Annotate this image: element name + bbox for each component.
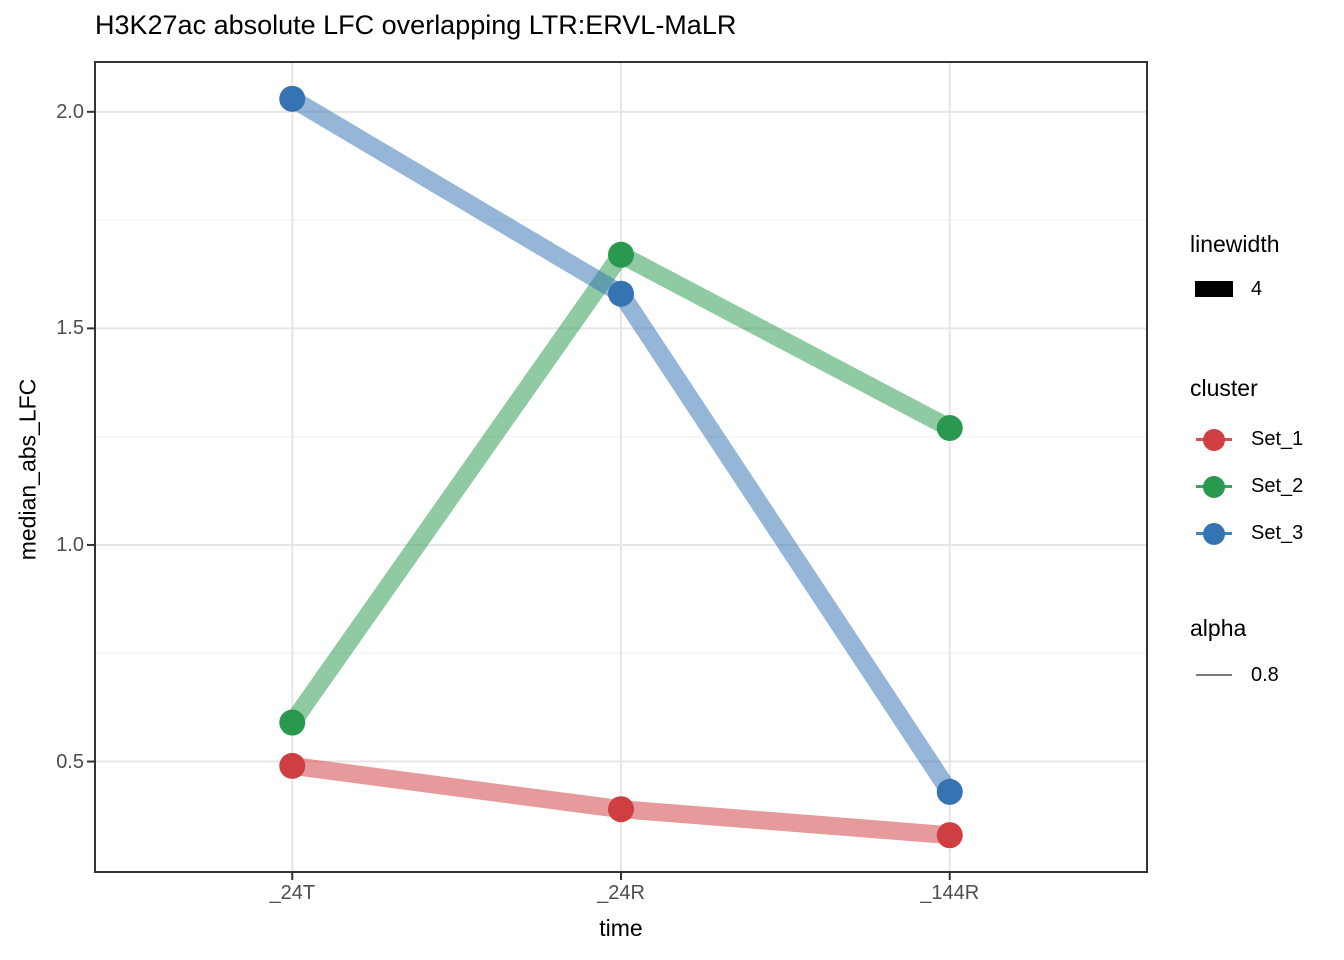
legend-key-point-icon	[1203, 475, 1225, 498]
alpha-key	[1194, 674, 1234, 676]
data-point-set_2-_24T	[279, 709, 306, 736]
data-point-set_3-_144R	[936, 778, 963, 805]
legend-item-alpha: 0.8	[1190, 658, 1340, 692]
legend-label-linewidth: 4	[1251, 277, 1263, 300]
data-point-set_3-_24T	[279, 85, 306, 112]
legend-cluster-items: Set_1 Set_2 Set_3	[1190, 416, 1340, 557]
legend-key-point-icon	[1203, 428, 1225, 451]
data-point-set_2-_144R	[936, 415, 963, 442]
legend-key-set_3	[1194, 522, 1234, 545]
legend: linewidth 4 cluster Set_1 Set_2 Set_3 alph…	[1190, 230, 1340, 692]
alpha-line-icon	[1196, 674, 1232, 676]
legend-item-set_1: Set_1	[1190, 416, 1340, 463]
legend-title-linewidth: linewidth	[1190, 231, 1280, 257]
legend-item-set_3: Set_3	[1190, 510, 1340, 557]
data-point-set_3-_24R	[608, 280, 634, 307]
data-point-set_1-_144R	[936, 822, 963, 849]
chart-title: H3K27ac absolute LFC overlapping LTR:ERV…	[95, 10, 737, 40]
data-point-set_1-_24T	[279, 752, 306, 779]
linewidth-swatch-icon	[1195, 281, 1233, 297]
panel-border	[94, 61, 1148, 873]
y-axis-title: median_abs_LFC	[14, 378, 41, 561]
legend-title-alpha: alpha	[1190, 615, 1247, 641]
legend-item-linewidth: 4	[1190, 272, 1340, 306]
linewidth-key	[1194, 281, 1234, 297]
data-point-set_1-_24R	[608, 796, 634, 823]
data-point-set_2-_24R	[608, 241, 634, 268]
legend-key-set_2	[1194, 475, 1234, 498]
legend-label-set_1: Set_1	[1251, 428, 1304, 450]
legend-key-set_1	[1194, 428, 1234, 451]
legend-title-cluster: cluster	[1190, 375, 1258, 401]
x-axis-title: time	[599, 915, 643, 941]
legend-item-set_2: Set_2	[1190, 463, 1340, 510]
legend-label-set_3: Set_3	[1251, 522, 1304, 544]
legend-label-alpha: 0.8	[1251, 663, 1279, 686]
legend-key-point-icon	[1203, 522, 1225, 545]
legend-label-set_2: Set_2	[1251, 475, 1304, 497]
